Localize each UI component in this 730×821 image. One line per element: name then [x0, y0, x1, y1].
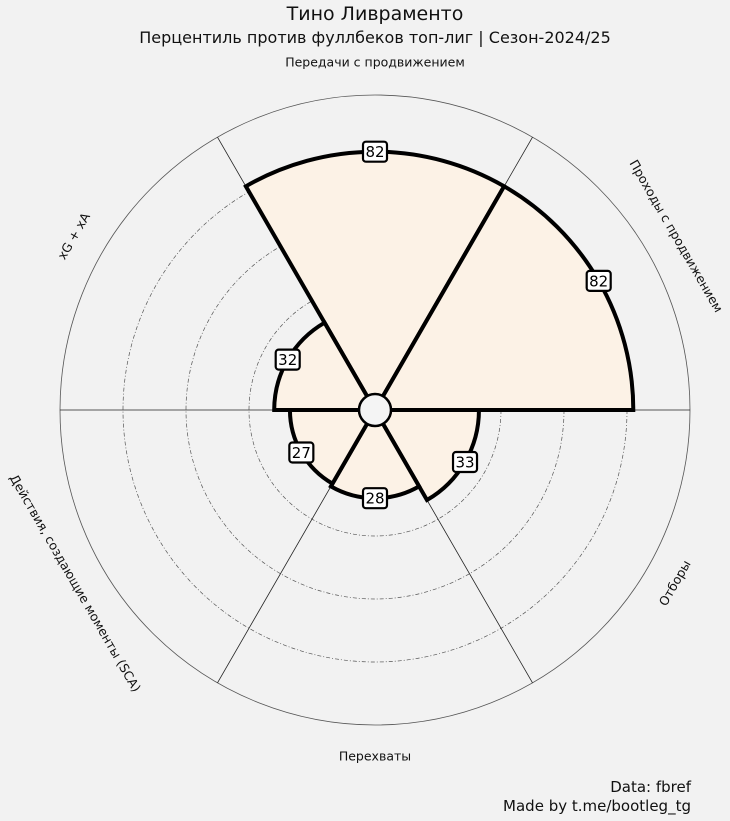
value-layer: 82 82 33 28 27 32 [274, 140, 612, 510]
parameter-label: Перехваты [339, 749, 411, 764]
center-circle [357, 392, 393, 428]
credits: Data: fbref Made by t.me/bootleg_tg [503, 778, 691, 816]
value-label: 28 [365, 490, 384, 508]
value-label: 82 [589, 272, 608, 290]
parameter-label: Передачи с продвижением [285, 55, 465, 70]
chart-title: Тино Ливраменто [286, 3, 464, 25]
value-box [288, 441, 315, 464]
credit-author: Made by t.me/bootleg_tg [503, 797, 691, 815]
parameter-label: Действия, создающие моменты (SCA) [7, 472, 144, 695]
value-box [451, 450, 479, 474]
value-box [361, 140, 389, 163]
value-box [361, 487, 389, 510]
chart-subtitle: Перцентиль против фуллбеков топ-лиг | Се… [139, 28, 611, 47]
value-label: 82 [365, 143, 384, 161]
value-label: 33 [455, 453, 474, 471]
value-label: 27 [292, 444, 311, 462]
credit-source: Data: fbref [610, 778, 691, 796]
parameter-label: xG + xA [54, 210, 93, 262]
value-label: 32 [278, 351, 297, 369]
parameter-label: Отборы [656, 557, 694, 608]
value-box [274, 348, 301, 371]
value-box [585, 269, 612, 292]
parameter-label: Проходы с продвижением [626, 157, 726, 315]
